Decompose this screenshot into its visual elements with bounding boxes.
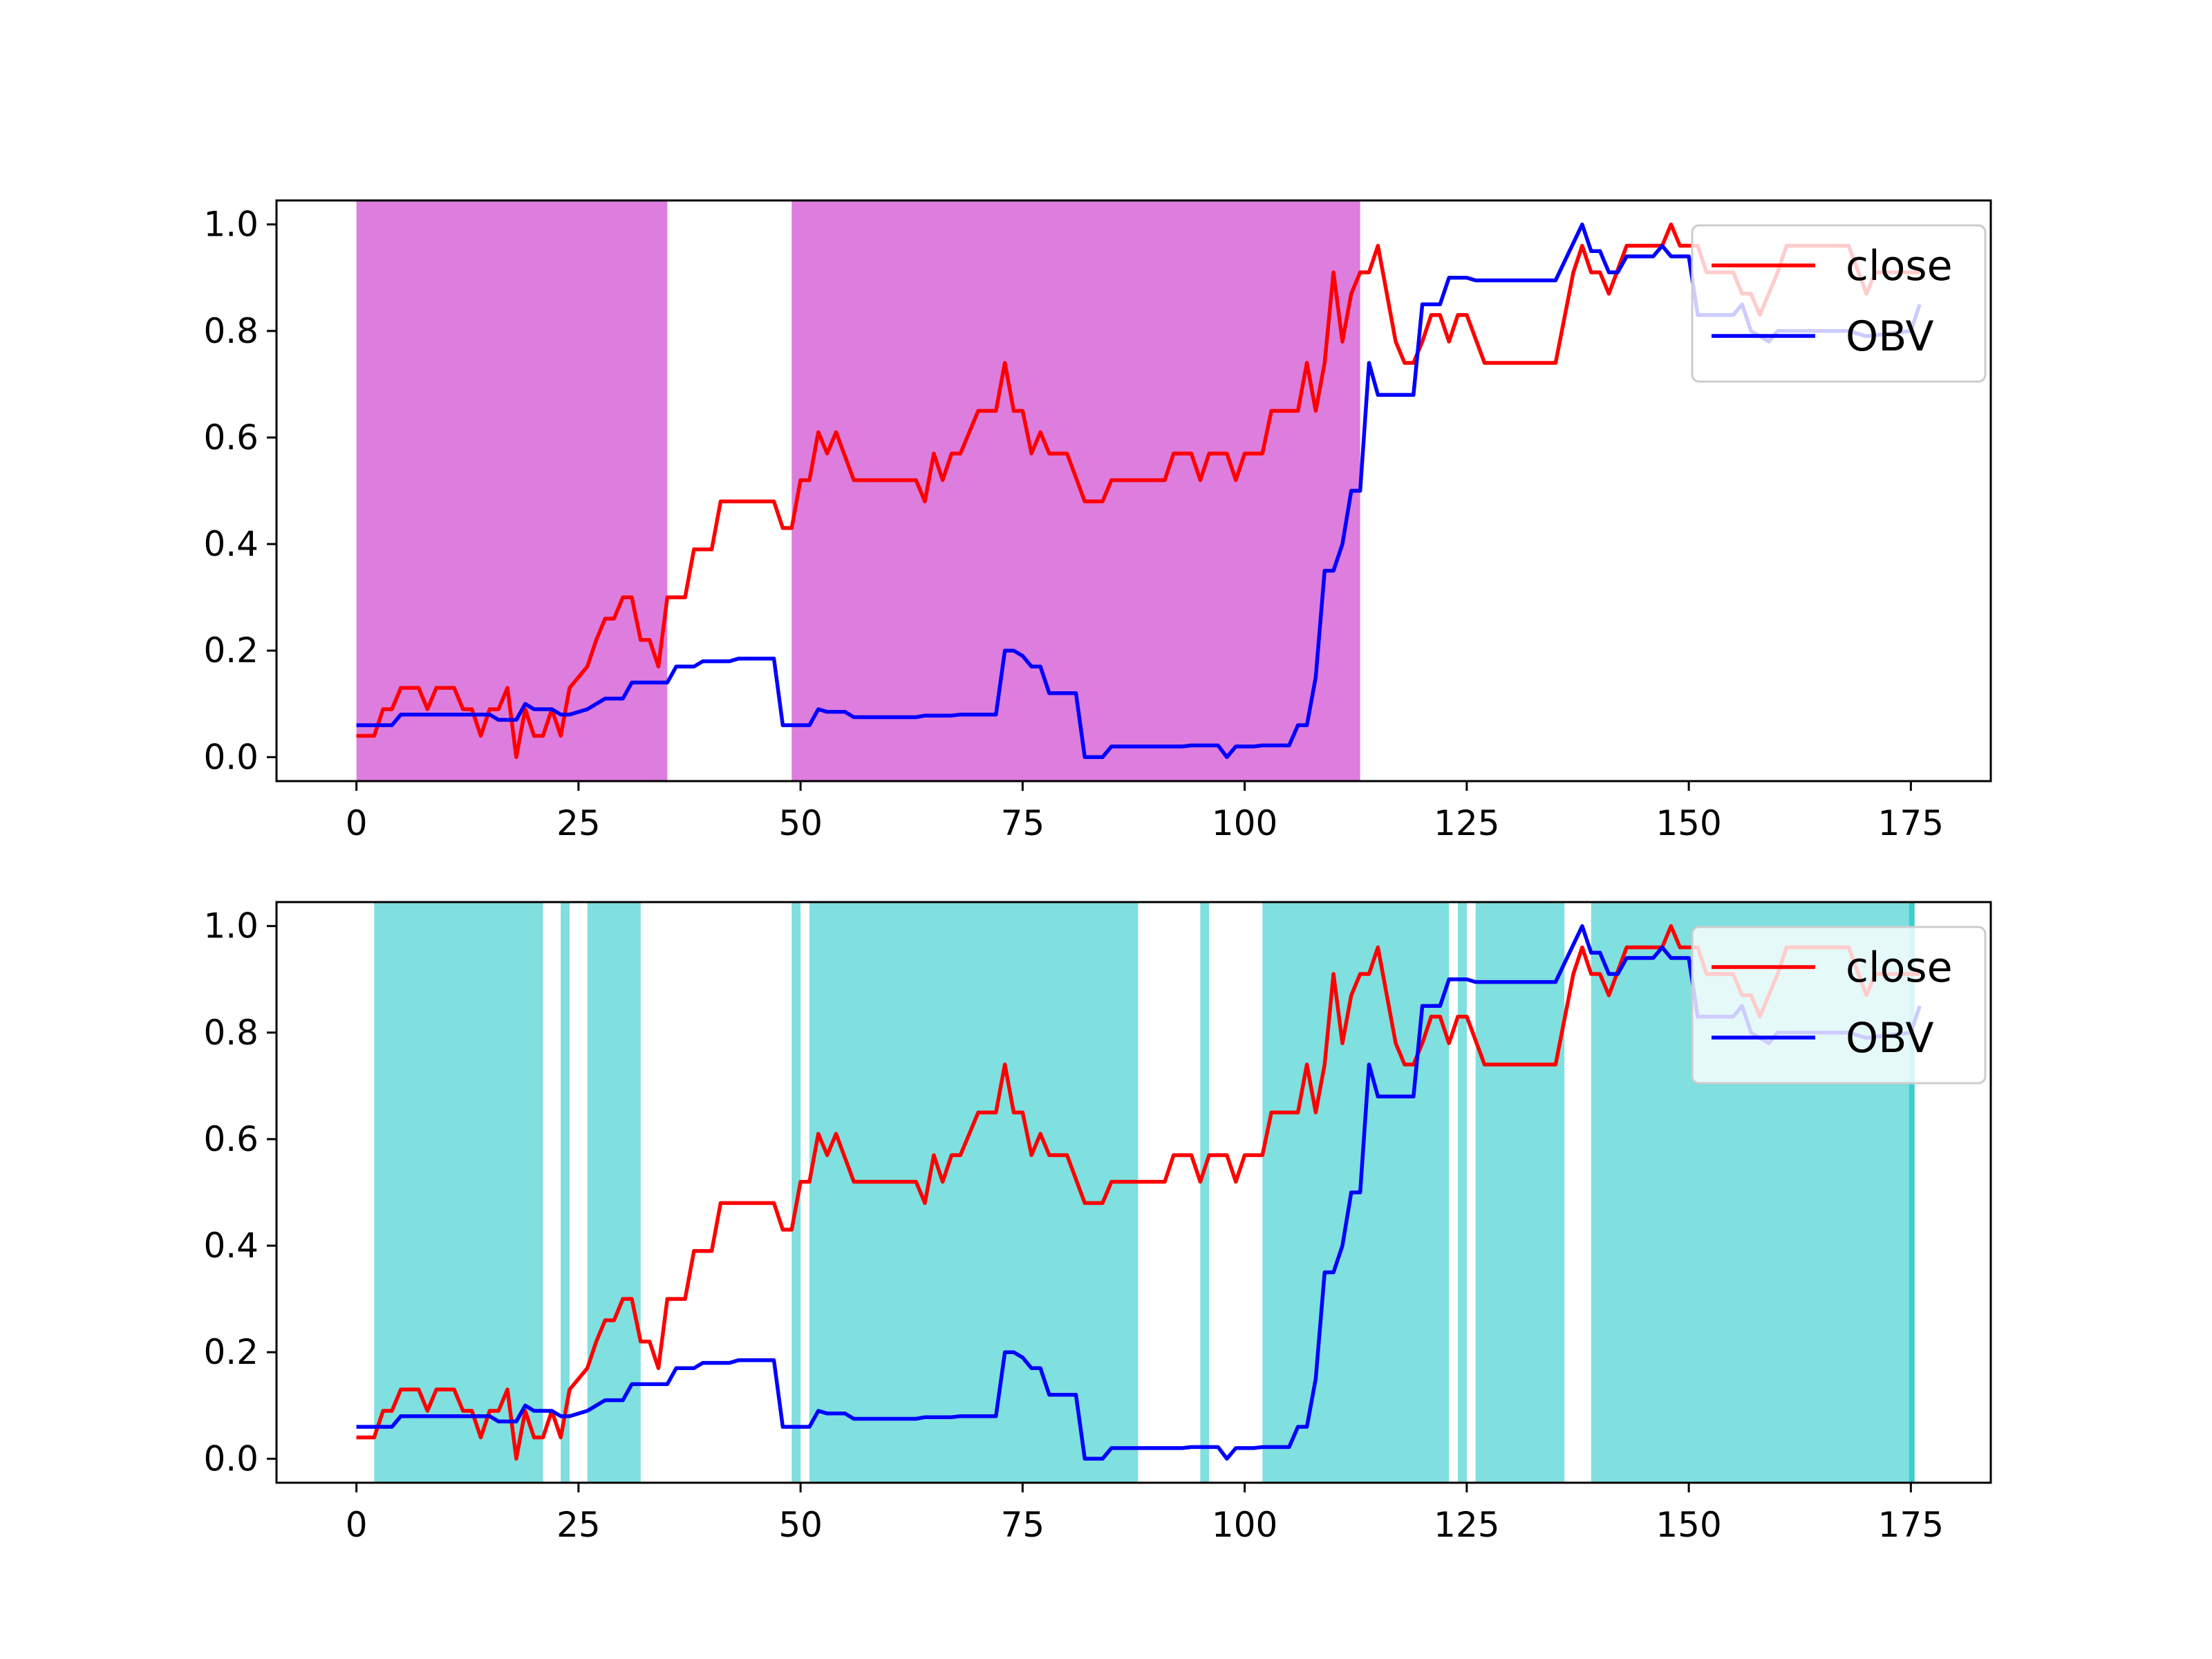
legend-label-close: close — [1846, 242, 1953, 290]
x-tick-label: 150 — [1656, 1505, 1721, 1545]
y-tick-label: 0.8 — [203, 311, 259, 351]
series-line-close — [356, 222, 1920, 760]
shaded-span — [374, 902, 543, 1483]
legend-label-obv: OBV — [1846, 312, 1934, 361]
x-tick-label: 75 — [1001, 803, 1045, 843]
top-panel: 0 25 50 75 100 125 150 175 0.0 0.2 0.4 0.6 0.8 1.0 clo… — [203, 199, 1992, 843]
x-tick-label: 25 — [556, 803, 601, 843]
shaded-span — [1200, 902, 1210, 1483]
y-tick-label: 1.0 — [203, 906, 259, 946]
bottom-panel: 0 25 50 75 100 125 150 175 0.0 0.2 0.4 0.6 0.8 1.0 clo… — [203, 901, 1992, 1545]
y-tick-label: 0.4 — [203, 524, 259, 564]
shaded-span-edge — [1909, 902, 1915, 1483]
x-tick-label: 125 — [1434, 803, 1499, 843]
shaded-span — [809, 902, 1138, 1483]
y-tick-label: 0.8 — [203, 1013, 259, 1053]
x-tick-label: 50 — [778, 1505, 823, 1545]
series-line-obv — [356, 222, 1922, 760]
y-tick-label: 0.0 — [203, 1438, 259, 1479]
y-tick-label: 0.6 — [203, 1119, 259, 1159]
y-tick-label: 0.4 — [203, 1226, 259, 1266]
x-tick-label: 75 — [1001, 1505, 1045, 1545]
x-tick-label: 100 — [1212, 1505, 1277, 1545]
series-line-obv — [356, 924, 1922, 1461]
x-tick-label: 125 — [1434, 1505, 1499, 1545]
plot-area — [356, 902, 1922, 1483]
shaded-span — [1475, 902, 1565, 1483]
x-tick-label: 100 — [1212, 803, 1277, 843]
legend: close OBV — [1691, 224, 1987, 383]
x-tick-label: 175 — [1878, 1505, 1944, 1545]
legend-label-close: close — [1846, 944, 1953, 992]
shaded-span — [791, 200, 1360, 781]
y-tick-label: 0.2 — [203, 630, 259, 671]
x-tick-label: 0 — [346, 803, 368, 843]
shaded-span — [791, 902, 801, 1483]
shaded-span — [1458, 902, 1467, 1483]
x-tick-label: 50 — [778, 803, 823, 843]
axes-frame — [275, 199, 1992, 782]
y-tick-label: 0.2 — [203, 1332, 259, 1372]
axes-frame — [275, 901, 1992, 1484]
y-tick-label: 0.6 — [203, 418, 259, 458]
series-line-close — [356, 924, 1920, 1461]
legend-label-obv: OBV — [1846, 1014, 1934, 1062]
x-tick-label: 25 — [556, 1505, 601, 1545]
shaded-span — [561, 902, 570, 1483]
x-tick-label: 0 — [346, 1505, 368, 1545]
plot-area — [356, 200, 1922, 781]
x-tick-label: 175 — [1878, 803, 1944, 843]
shaded-span — [587, 902, 641, 1483]
legend: close OBV — [1691, 926, 1987, 1085]
y-tick-label: 0.0 — [203, 737, 259, 777]
x-tick-label: 150 — [1656, 803, 1721, 843]
y-tick-label: 1.0 — [203, 205, 259, 245]
shaded-span — [356, 200, 668, 781]
